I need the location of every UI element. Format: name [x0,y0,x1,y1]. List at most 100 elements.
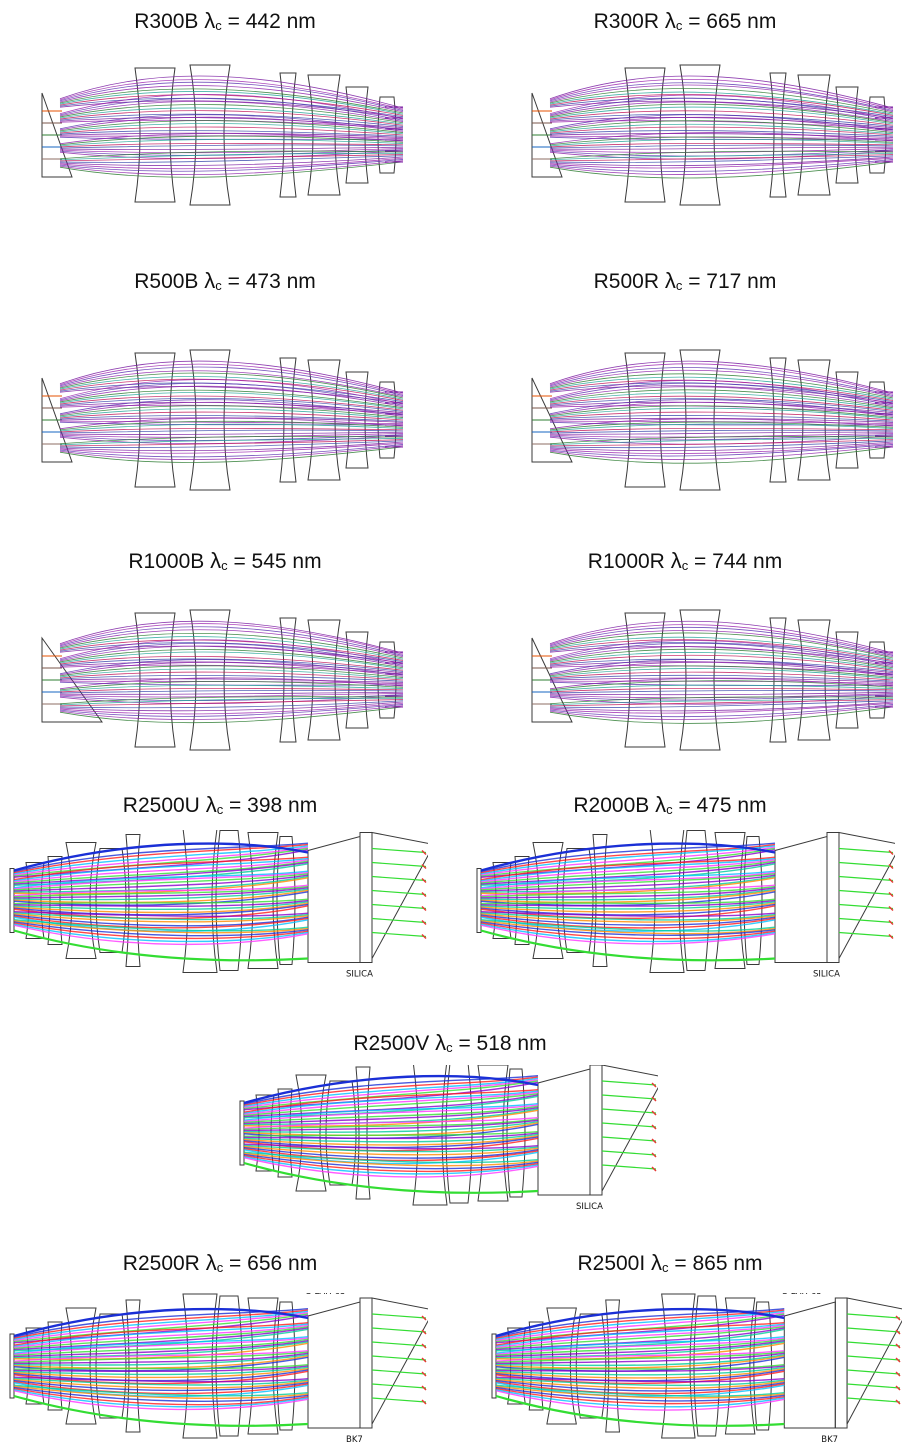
ray [495,1365,785,1372]
ray [495,1308,785,1338]
lens-element [679,64,721,206]
ray [59,435,404,445]
ray [549,97,894,121]
ray-marginal-top [495,1307,785,1338]
ray [59,659,404,676]
lambda-subscript: c [216,1260,224,1275]
ray-marginal-bottom [480,929,776,962]
ray [13,1324,309,1349]
ray [495,1352,785,1365]
ray [243,1094,539,1118]
ray-marginal-bottom [13,929,309,962]
ray [480,888,776,901]
ray [13,1369,309,1382]
ray [59,639,404,665]
ray [13,859,309,883]
panel-title-r2500u: R2500U λc = 398 nm [0,792,440,818]
ray [13,923,309,943]
ray [549,156,894,167]
ray [13,1385,309,1400]
ray [549,150,894,160]
ray [549,159,894,172]
ray [480,915,776,929]
ray [549,138,894,147]
raytrace-diagram-r2500v: S-LAH-66S-LAH66SILICA [239,1065,658,1212]
ray [243,1104,539,1123]
ray [480,899,776,907]
ray [13,860,309,884]
ray [59,144,404,149]
ray [480,924,776,945]
ray-marginal-bottom [13,1394,309,1427]
dispersed-ray [371,875,427,882]
ray [480,901,776,910]
ray [243,1146,539,1159]
ray [59,123,404,135]
lambda-symbol: λ [655,792,667,817]
ray [59,668,404,680]
ray [549,133,894,138]
exit-tick [421,1329,427,1335]
ray [549,668,894,680]
lambda-symbol: λ [204,8,216,33]
dispersed-ray [371,1313,427,1319]
ray [59,645,404,667]
lambda-symbol: λ [205,1250,217,1275]
ray [13,1365,309,1373]
ray [59,159,404,172]
ray [13,1338,309,1357]
ray [549,689,894,694]
ray [59,397,404,412]
ray [59,97,404,118]
ray-marginal-bottom [495,1394,785,1427]
ray [480,874,776,892]
ray [13,1376,309,1383]
ray [59,697,404,706]
ray [549,132,894,145]
ray [59,156,404,167]
ray [59,687,404,693]
ray [13,887,309,899]
glass-label-prism1: S-LAH-66 [306,830,345,832]
grism-prism-2 [371,831,428,959]
lambda-symbol: λ [664,268,676,293]
ray [549,661,894,677]
ray [549,442,894,454]
glass-label-base: SILICA [813,970,840,980]
ray [59,155,404,163]
detector-plane [239,1100,245,1166]
raytrace-diagram-r2500r: S-LAH-65S-LAH65BK7 [9,1293,428,1445]
ray [549,636,894,660]
exit-tick [651,1166,657,1172]
ray [549,697,894,706]
ray [243,1143,539,1150]
ray [495,1336,785,1354]
ray [59,642,404,666]
dispersed-ray [371,1355,427,1361]
panel-title-r2500v: R2500V λc = 518 nm [225,1030,675,1056]
grism-prism-2 [838,831,895,959]
ray [59,705,404,720]
raytrace-diagram-r500b [41,349,404,491]
lambda-symbol: λ [670,548,682,573]
grism-name: R500R [593,270,660,293]
ray [59,363,404,395]
ray [243,1077,539,1108]
ray [59,691,404,695]
ray-marginal-top [243,1074,539,1105]
ray-marginal-top [13,1307,309,1338]
ray [549,661,894,674]
ray [59,661,404,677]
ray [549,620,894,654]
dispersed-ray [838,917,894,924]
ray [243,1144,539,1153]
exit-tick [651,1096,657,1102]
ray [59,79,404,110]
exit-tick [421,849,427,856]
raytrace-diagram-r1000r [531,609,894,751]
lens-element [679,349,721,491]
detector-plane [491,1333,497,1399]
dispersed-ray [371,1369,427,1375]
ray [495,1311,785,1342]
ray [480,921,776,936]
